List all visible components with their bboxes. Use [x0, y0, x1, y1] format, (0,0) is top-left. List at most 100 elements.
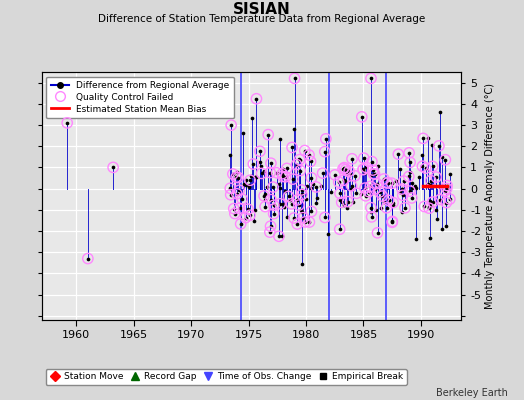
Point — [275, 233, 283, 240]
Point — [347, 183, 356, 189]
Point — [312, 184, 320, 190]
Point — [279, 173, 287, 180]
Point — [287, 201, 296, 207]
Point — [261, 204, 269, 210]
Point — [235, 187, 244, 194]
Point — [336, 190, 344, 197]
Point — [286, 196, 294, 203]
Point — [281, 174, 290, 180]
Point — [290, 75, 299, 82]
Point — [281, 188, 289, 194]
Point — [405, 173, 413, 180]
Point — [231, 210, 239, 217]
Point — [438, 225, 446, 232]
Point — [421, 165, 430, 172]
Point — [345, 168, 353, 174]
Point — [323, 231, 332, 237]
Point — [292, 161, 301, 168]
Point — [443, 185, 451, 192]
Point — [394, 151, 402, 157]
Point — [109, 164, 117, 170]
Point — [362, 164, 370, 171]
Point — [389, 199, 397, 206]
Point — [233, 190, 241, 197]
Point — [385, 196, 393, 203]
Point — [266, 169, 275, 176]
Point — [420, 203, 429, 210]
Point — [242, 176, 250, 183]
Point — [247, 172, 255, 179]
Point — [435, 143, 443, 149]
Point — [406, 159, 414, 166]
Point — [279, 201, 288, 207]
Point — [380, 176, 388, 182]
Point — [256, 163, 265, 170]
Point — [228, 171, 237, 177]
Point — [307, 158, 315, 165]
Point — [260, 193, 268, 199]
Point — [423, 134, 432, 141]
Point — [256, 159, 265, 165]
Point — [294, 202, 303, 208]
Point — [261, 197, 269, 203]
Point — [388, 219, 396, 226]
Point — [270, 202, 278, 208]
Point — [272, 170, 281, 176]
Point — [389, 199, 397, 206]
Point — [331, 172, 339, 178]
Point — [296, 156, 304, 163]
Point — [244, 206, 252, 212]
Point — [359, 166, 367, 172]
Point — [352, 190, 361, 196]
Point — [239, 130, 247, 136]
Point — [238, 196, 246, 202]
Point — [336, 190, 344, 197]
Point — [342, 166, 350, 173]
Point — [412, 185, 420, 191]
Point — [307, 208, 315, 215]
Point — [344, 198, 352, 205]
Point — [275, 180, 283, 187]
Point — [408, 180, 417, 186]
Point — [343, 205, 351, 211]
Point — [394, 151, 402, 157]
Point — [266, 169, 275, 176]
Point — [431, 206, 440, 213]
Point — [418, 152, 426, 158]
Point — [226, 152, 235, 158]
Point — [235, 205, 244, 212]
Text: Berkeley Earth: Berkeley Earth — [436, 388, 508, 398]
Point — [249, 218, 258, 224]
Point — [334, 179, 343, 185]
Point — [246, 177, 254, 184]
Point — [380, 198, 388, 205]
Point — [446, 196, 454, 202]
Point — [337, 199, 346, 206]
Point — [436, 196, 444, 203]
Point — [368, 158, 376, 165]
Point — [348, 156, 356, 162]
Point — [312, 184, 320, 190]
Point — [366, 183, 375, 190]
Point — [411, 236, 420, 242]
Point — [321, 148, 329, 155]
Point — [362, 193, 370, 199]
Point — [370, 171, 379, 177]
Point — [288, 144, 296, 151]
Point — [63, 120, 71, 126]
Point — [342, 166, 350, 173]
Point — [344, 198, 352, 205]
Point — [269, 184, 277, 190]
Point — [246, 212, 254, 218]
Point — [266, 223, 275, 229]
Point — [331, 172, 339, 178]
Point — [405, 173, 413, 180]
Point — [307, 175, 315, 181]
Point — [230, 205, 238, 212]
Point — [383, 204, 391, 211]
Point — [346, 186, 355, 192]
Point — [351, 173, 359, 179]
Point — [385, 197, 393, 204]
Point — [293, 197, 301, 203]
Point — [425, 235, 434, 241]
